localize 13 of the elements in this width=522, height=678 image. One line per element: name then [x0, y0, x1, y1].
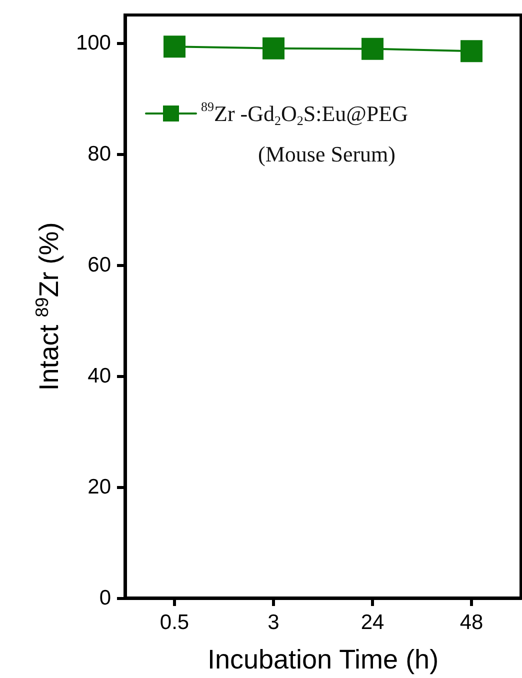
- x-axis-title: Incubation Time (h): [207, 644, 439, 674]
- x-tick-label: 48: [460, 611, 484, 634]
- y-tick-label: 20: [88, 475, 111, 498]
- y-axis-title: Intact 89Zr (%): [32, 222, 64, 391]
- x-tick-label: 0.5: [160, 611, 190, 634]
- y-tick-label: 40: [88, 364, 111, 388]
- y-tick-label: 60: [88, 253, 111, 276]
- annotation: (Mouse Serum): [258, 142, 396, 166]
- x-tick-label: 3: [268, 611, 280, 634]
- y-tick-label: 80: [88, 142, 111, 166]
- x-tick-label: 24: [360, 611, 384, 634]
- y-tick-label: 0: [99, 586, 111, 610]
- y-tick-label: 100: [76, 31, 111, 54]
